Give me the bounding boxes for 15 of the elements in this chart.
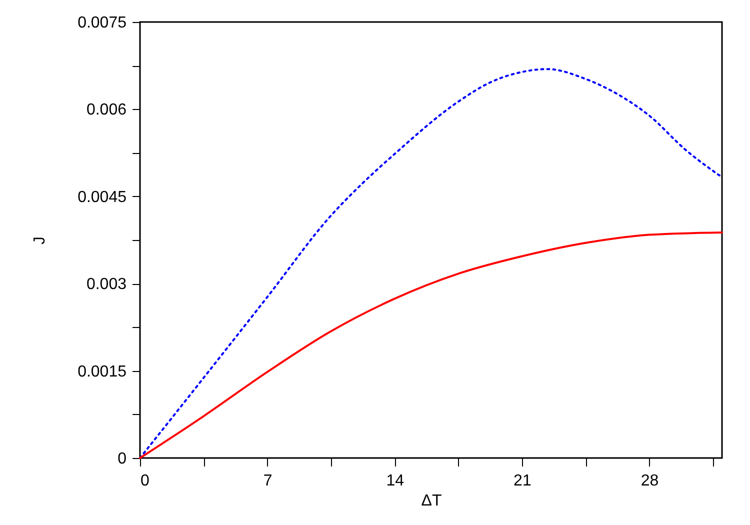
line-series <box>139 231 723 459</box>
x-axis-title: ΔT <box>421 492 442 510</box>
y-axis-title: J <box>32 236 49 244</box>
x-tick-label: 7 <box>263 472 272 490</box>
line-series <box>139 68 723 459</box>
x-tick-label: 14 <box>386 472 404 490</box>
x-tick-label: 28 <box>640 472 659 490</box>
y-tick-label: 0.0045 <box>78 188 127 206</box>
y-tick-label: 0 <box>118 450 127 468</box>
x-tick-label: 0 <box>140 472 150 490</box>
y-tick-label: 0.0075 <box>78 14 127 32</box>
y-tick-label: 0.006 <box>86 102 127 119</box>
y-tick-label: 0.0015 <box>78 363 127 380</box>
y-tick-label: 0.003 <box>86 276 127 294</box>
x-tick-label: 21 <box>514 472 532 490</box>
